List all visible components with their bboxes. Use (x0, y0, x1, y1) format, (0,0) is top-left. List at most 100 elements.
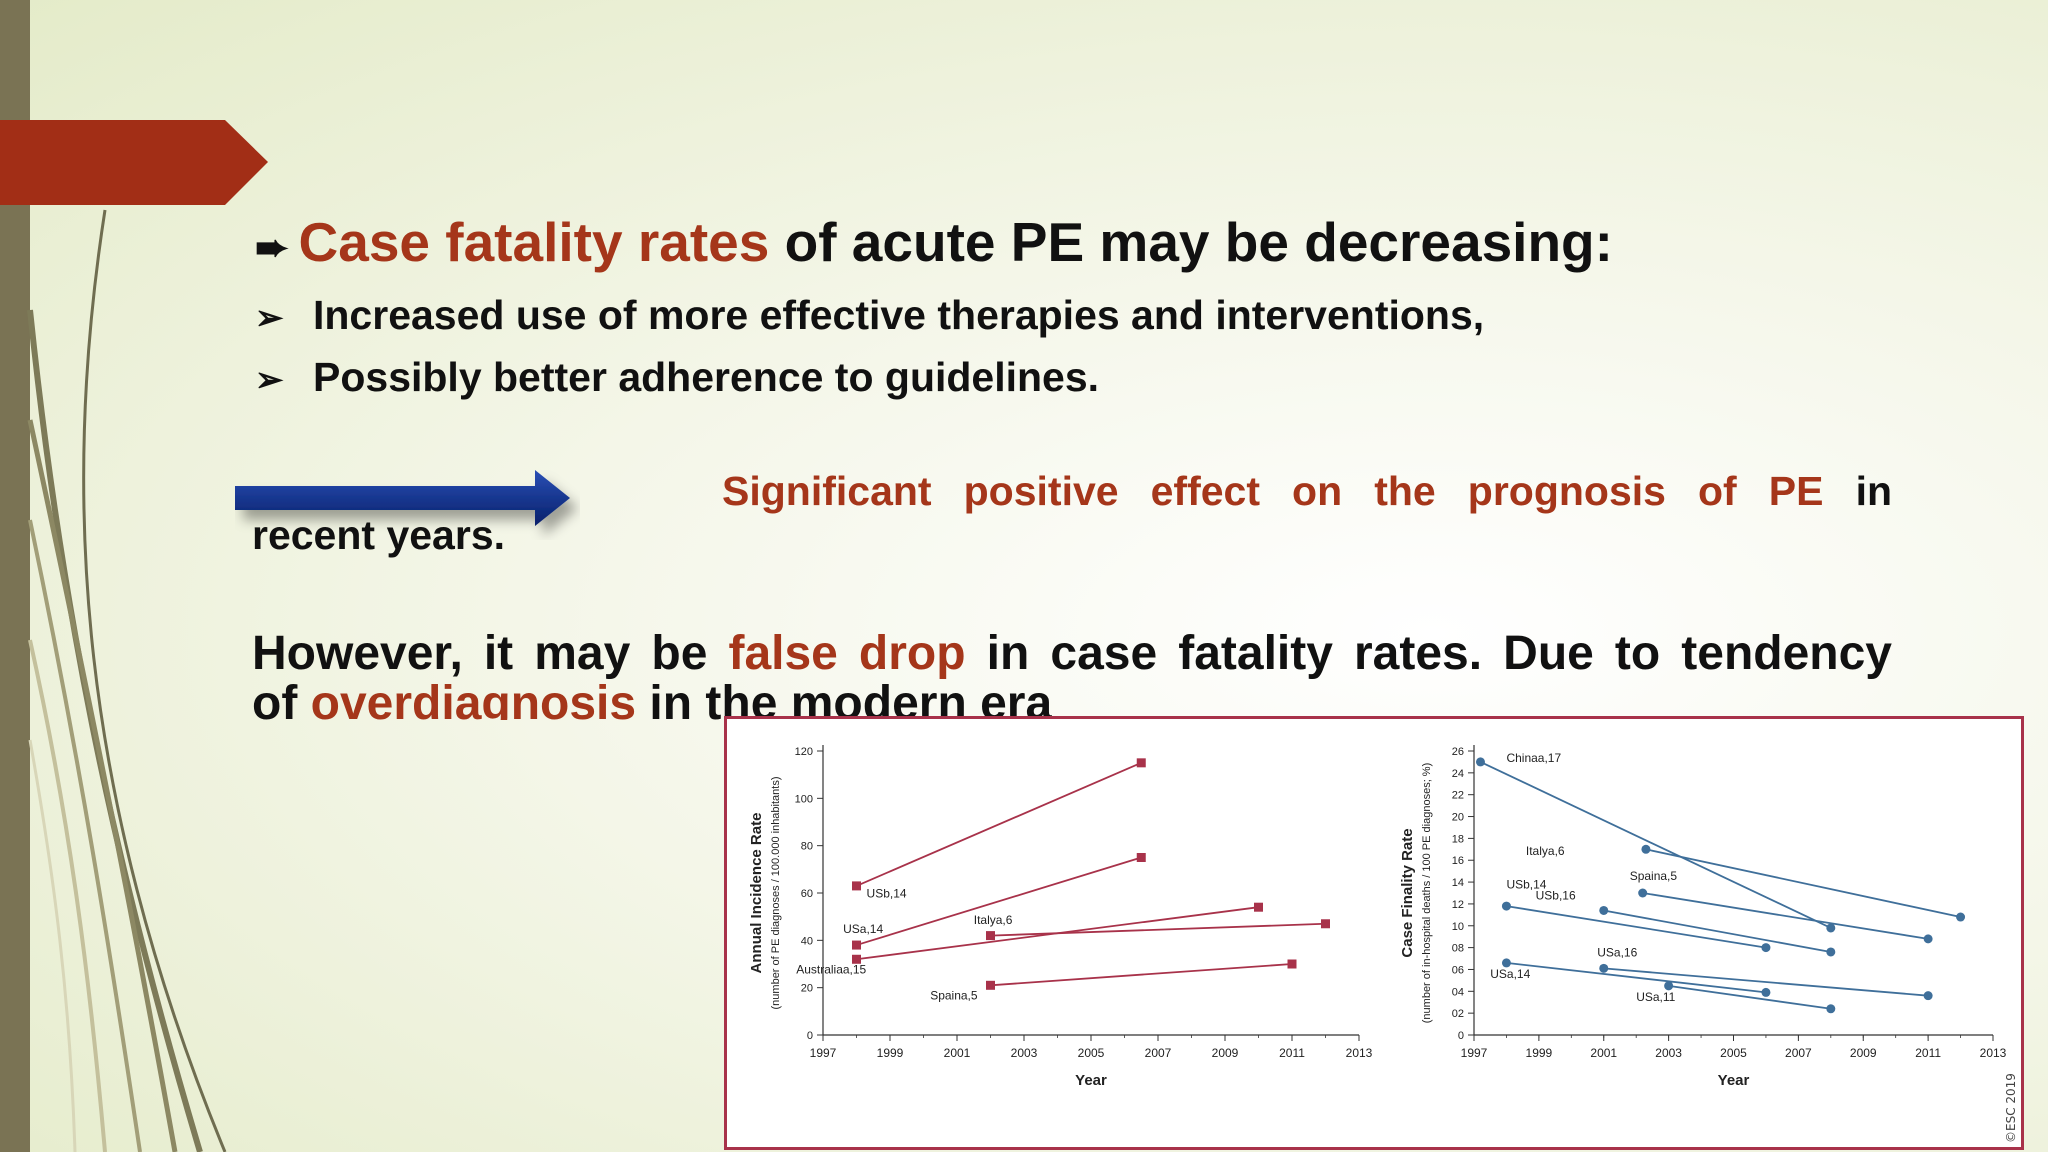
data-point (986, 931, 995, 941)
data-point (1475, 757, 1485, 767)
y-axis-sublabel: (number of PE diagnoses / 100.000 inhabi… (770, 777, 782, 1010)
data-point (1664, 981, 1674, 991)
bullet-item-1: ➢ Increased use of more effective therapi… (255, 292, 1484, 339)
title-tab-shape (0, 120, 268, 205)
data-point (1599, 905, 1609, 915)
x-axis-label: Year (1718, 1072, 1750, 1089)
charts-svg: 1997 1999 2001 2003 2005 2007 2009 2011 20130204… (748, 745, 2018, 1143)
data-point (1826, 923, 1836, 933)
x-tick-label: 2001 (944, 1046, 971, 1060)
bullet-arrow-icon: ➢ (255, 361, 284, 399)
series-line-3 (856, 906, 1259, 961)
y-tick-label: 06 (1452, 964, 1464, 976)
effect-highlight: Significant positive effect on the progn… (722, 468, 1824, 514)
series-label: Australiaa,15 (796, 962, 866, 976)
line2-part-a: of (252, 680, 311, 720)
bullet-item-2: ➢ Possibly better adherence to guidelines… (255, 354, 1099, 401)
data-point (1956, 912, 1966, 922)
however-highlight: false drop (728, 627, 966, 680)
y-tick-label: 24 (1452, 768, 1464, 780)
x-tick-label: 1997 (1461, 1046, 1488, 1060)
y-tick-label: 0 (1458, 1030, 1464, 1042)
series-label: Italya,6 (974, 913, 1013, 927)
bullet-arrow-icon: ➢ (255, 299, 284, 337)
effect-line2: recent years. (252, 512, 506, 558)
series-label: Spaina,5 (1630, 869, 1678, 883)
title-highlight: Case fatality rates (298, 211, 770, 273)
y-tick-label: 40 (801, 935, 813, 947)
however-part-a: However, it may be (252, 627, 729, 680)
y-axis-label: Case Finality Rate (1399, 828, 1416, 957)
x-tick-label: 2007 (1785, 1046, 1812, 1060)
data-point (1599, 963, 1609, 973)
data-point (1923, 991, 1933, 1001)
series-label: USb,14 (867, 887, 907, 901)
data-point (1761, 943, 1771, 953)
effect-in: in (1855, 468, 1892, 514)
y-tick-label: 14 (1452, 877, 1464, 889)
bullet-text-2: Possibly better adherence to guidelines. (313, 354, 1100, 400)
effect-statement: Significant positive effect on the progn… (252, 470, 1892, 512)
line2-highlight: overdiagnosis (310, 680, 637, 720)
x-axis-label: Year (1075, 1072, 1107, 1089)
series-line-3 (1506, 905, 1767, 949)
x-tick-label: 2003 (1655, 1046, 1682, 1060)
decorative-curves (27, 209, 227, 1152)
x-tick-label: 2009 (1850, 1046, 1877, 1060)
title-rest: of acute PE may be decreasing: (769, 211, 1613, 273)
blue-arrow-icon (235, 470, 570, 526)
bullet-text-1: Increased use of more effective therapie… (313, 292, 1485, 338)
series-line-4 (1603, 909, 1831, 953)
data-point (1501, 958, 1511, 968)
data-point (1638, 888, 1648, 898)
x-tick-label: 2013 (1346, 1046, 1373, 1060)
series-label: USb,16 (1536, 889, 1576, 903)
series-line-7 (1668, 984, 1831, 1010)
data-point (1136, 853, 1146, 862)
y-tick-label: 20 (1452, 812, 1464, 824)
series-label: USa,14 (1490, 967, 1530, 981)
series-label: Spaina,5 (930, 989, 978, 1003)
x-tick-label: 2005 (1078, 1046, 1105, 1060)
x-tick-label: 2011 (1915, 1046, 1941, 1060)
y-tick-label: 120 (795, 746, 813, 758)
data-point (852, 940, 861, 950)
x-tick-label: 1997 (810, 1046, 837, 1060)
y-tick-label: 80 (801, 841, 813, 853)
series-label: USa,11 (1636, 990, 1675, 1004)
series-label: USa,16 (1597, 945, 1637, 959)
x-tick-label: 2009 (1212, 1046, 1239, 1060)
y-tick-label: 22 (1452, 790, 1464, 802)
however-part-b: in case fatality rates. Due to tendency (965, 627, 1892, 680)
y-tick-label: 04 (1452, 986, 1464, 998)
slide-title: ➨ Case fatality rates of acute PE may be … (255, 210, 1613, 274)
charts-figure: 1997 1999 2001 2003 2005 2007 2009 2011 2013 0 20 4… (724, 716, 2024, 1150)
y-tick-label: 10 (1452, 921, 1464, 933)
y-tick-label: 02 (1452, 1008, 1464, 1020)
data-point (1287, 959, 1297, 969)
series-line-2 (990, 922, 1326, 937)
data-point (1254, 902, 1263, 912)
x-tick-label: 2005 (1720, 1046, 1747, 1060)
data-point (1761, 987, 1771, 997)
data-point (986, 980, 995, 990)
series-line-2 (1642, 892, 1929, 940)
overdiagnosis-line: of overdiagnosis in the modern era (252, 680, 1052, 720)
y-tick-label: 26 (1452, 746, 1464, 758)
data-point (1923, 934, 1933, 944)
y-tick-label: 100 (795, 793, 813, 805)
series-line-4 (990, 963, 1293, 987)
data-point (1501, 901, 1511, 911)
series-label: Chinaa,17 (1506, 751, 1561, 765)
x-tick-label: 2011 (1279, 1046, 1305, 1060)
x-tick-label: 2003 (1011, 1046, 1038, 1060)
data-point (1136, 758, 1146, 768)
series-line-0 (1480, 761, 1832, 929)
x-tick-label: 2001 (1590, 1046, 1617, 1060)
y-tick-label: 08 (1452, 943, 1464, 955)
data-point (1641, 844, 1651, 854)
series-label: USa,14 (843, 922, 883, 936)
y-tick-label: 16 (1452, 855, 1464, 867)
series-line-0 (856, 762, 1142, 887)
x-tick-label: 1999 (1526, 1046, 1553, 1060)
